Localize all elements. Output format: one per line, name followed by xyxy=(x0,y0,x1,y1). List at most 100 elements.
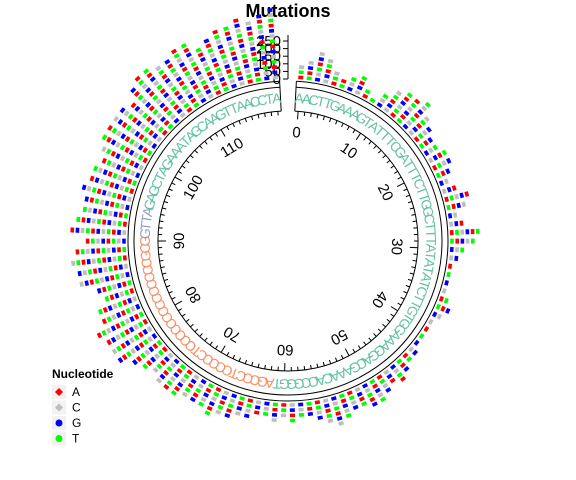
mutation-point xyxy=(195,387,202,394)
mutation-point xyxy=(138,342,145,349)
sequence-letter: A xyxy=(421,257,438,269)
mutation-point xyxy=(232,18,239,24)
minor-tick xyxy=(403,291,408,294)
mutation-point xyxy=(272,75,278,80)
mutation-point xyxy=(307,71,313,76)
mutation-point xyxy=(408,129,415,136)
mutation-point xyxy=(70,227,75,233)
mutation-point xyxy=(181,391,188,398)
mutation-point xyxy=(298,407,304,412)
mutation-point xyxy=(106,327,112,334)
mutation-point xyxy=(237,76,244,82)
mutation-point xyxy=(109,201,115,208)
mutation-point xyxy=(193,374,200,380)
mutation-point xyxy=(324,74,330,79)
mutation-point xyxy=(125,204,130,211)
mutation-point xyxy=(219,76,226,83)
mutation-point xyxy=(234,23,240,29)
mutation-point xyxy=(290,418,296,423)
mutation-point xyxy=(417,109,424,116)
mutation-point xyxy=(354,89,361,96)
mutation-point xyxy=(111,314,117,321)
minor-tick xyxy=(171,296,176,300)
mutation-point xyxy=(423,149,430,157)
mutation-point xyxy=(120,309,127,316)
mutation-point xyxy=(96,287,102,294)
tick-label: 70 xyxy=(221,322,244,345)
minor-tick xyxy=(310,364,312,369)
legend-key xyxy=(55,388,63,396)
mutation-point xyxy=(116,193,122,200)
minor-tick xyxy=(411,266,416,269)
mutation-point xyxy=(124,147,130,154)
tick-label: 30 xyxy=(387,238,405,256)
mutation-point xyxy=(445,307,451,314)
mutation-point xyxy=(326,413,333,419)
mutation-point xyxy=(421,105,428,112)
mutation-point xyxy=(138,311,145,318)
mutation-point xyxy=(181,66,188,73)
mutation-point xyxy=(441,160,447,167)
mutation-point xyxy=(403,110,410,117)
mutation-point xyxy=(157,126,164,133)
mutation-point xyxy=(366,392,373,398)
minor-tick xyxy=(238,357,242,362)
mutation-point xyxy=(383,106,390,113)
mutation-point xyxy=(224,413,231,419)
mutation-point xyxy=(164,77,171,84)
mutation-point xyxy=(403,365,410,373)
mutation-point xyxy=(154,353,161,360)
mutation-point xyxy=(121,121,128,129)
mutation-point xyxy=(340,398,347,404)
mutation-point xyxy=(406,119,413,127)
tick-label: 90 xyxy=(171,233,188,250)
mutation-point xyxy=(103,209,108,216)
mutation-point xyxy=(114,202,120,209)
mutation-point xyxy=(90,238,95,244)
mutation-point xyxy=(127,196,132,203)
mutation-point xyxy=(106,316,112,323)
mutation-point xyxy=(176,367,183,374)
mutation-point xyxy=(396,358,403,365)
mutation-point xyxy=(89,279,95,285)
mutation-point xyxy=(389,363,397,370)
mutation-point xyxy=(96,188,102,195)
mutation-point xyxy=(122,281,127,288)
mutation-point xyxy=(106,229,111,235)
minor-tick xyxy=(181,313,186,317)
minor-tick xyxy=(334,357,338,362)
mutation-point xyxy=(202,84,209,90)
sequence-letter: C xyxy=(307,91,320,109)
mutation-point xyxy=(325,68,332,74)
mutation-point xyxy=(85,248,90,254)
mutation-point xyxy=(272,70,278,75)
mutation-point xyxy=(256,14,262,19)
minor-tick xyxy=(164,278,169,282)
mutation-point xyxy=(132,359,138,366)
mutation-point xyxy=(101,189,107,196)
minor-tick xyxy=(166,194,171,198)
mutation-point xyxy=(180,377,187,384)
minor-tick xyxy=(185,318,190,323)
mutation-point xyxy=(134,130,141,138)
mutation-point xyxy=(203,38,210,44)
mutation-point xyxy=(127,279,132,286)
mutation-point xyxy=(134,105,141,112)
mutation-point xyxy=(197,52,204,58)
mutation-point xyxy=(91,248,95,254)
sequence-letter: A xyxy=(139,205,157,218)
mutation-point xyxy=(89,175,95,182)
mutation-point xyxy=(419,119,426,126)
mutation-point xyxy=(229,78,236,84)
sequence-letter: A xyxy=(423,243,439,254)
minor-tick xyxy=(377,328,382,333)
mutation-point xyxy=(456,202,462,209)
mutation-point xyxy=(174,385,181,392)
mutation-point xyxy=(135,172,141,179)
mutation-point xyxy=(133,334,140,341)
mutation-point xyxy=(187,382,194,389)
mutation-point xyxy=(96,238,100,244)
mutation-point xyxy=(298,402,304,407)
mutation-point xyxy=(97,308,104,315)
